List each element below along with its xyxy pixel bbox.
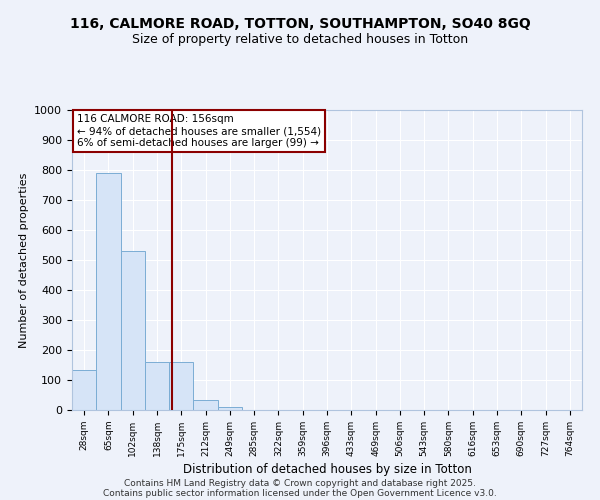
X-axis label: Distribution of detached houses by size in Totton: Distribution of detached houses by size … bbox=[182, 463, 472, 476]
Bar bbox=[72, 370, 96, 410]
Text: Size of property relative to detached houses in Totton: Size of property relative to detached ho… bbox=[132, 32, 468, 46]
Text: Contains public sector information licensed under the Open Government Licence v3: Contains public sector information licen… bbox=[103, 488, 497, 498]
Bar bbox=[121, 251, 145, 410]
Text: Contains HM Land Registry data © Crown copyright and database right 2025.: Contains HM Land Registry data © Crown c… bbox=[124, 478, 476, 488]
Bar bbox=[218, 407, 242, 410]
Bar bbox=[96, 173, 121, 410]
Bar bbox=[169, 362, 193, 410]
Text: 116, CALMORE ROAD, TOTTON, SOUTHAMPTON, SO40 8GQ: 116, CALMORE ROAD, TOTTON, SOUTHAMPTON, … bbox=[70, 18, 530, 32]
Text: 116 CALMORE ROAD: 156sqm
← 94% of detached houses are smaller (1,554)
6% of semi: 116 CALMORE ROAD: 156sqm ← 94% of detach… bbox=[77, 114, 321, 148]
Bar bbox=[145, 362, 169, 410]
Bar bbox=[193, 400, 218, 410]
Y-axis label: Number of detached properties: Number of detached properties bbox=[19, 172, 29, 348]
